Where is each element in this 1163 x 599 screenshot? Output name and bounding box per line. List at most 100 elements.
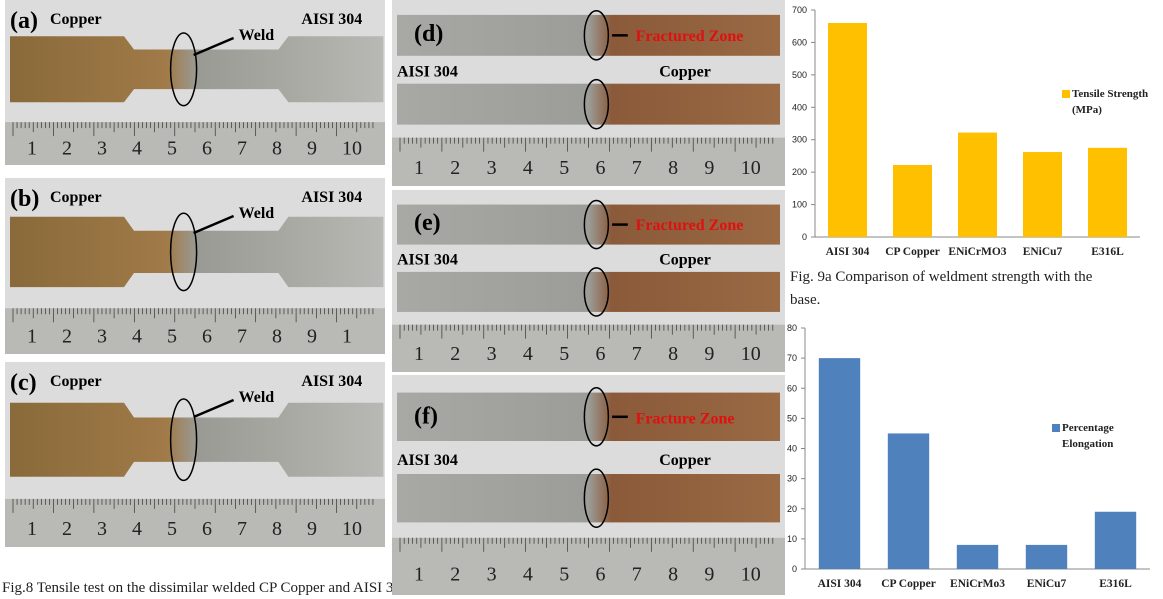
x-tick-label: E316L: [1099, 578, 1132, 590]
x-tick-label: CP Copper: [885, 246, 940, 258]
legend-box: Percentage Elongation: [1062, 420, 1162, 480]
label-marker: Weld: [239, 389, 275, 406]
ruler-number: 2: [450, 343, 460, 365]
legend-box: Tensile Strength (MPa): [1072, 86, 1152, 146]
y-tick-label: 50: [787, 413, 797, 423]
y-tick-label: 100: [792, 200, 807, 210]
ruler-number: 7: [632, 564, 642, 586]
label-left: AISI 304: [397, 252, 458, 269]
x-tick-label: ENiCrMo3: [950, 578, 1005, 590]
label-marker: Weld: [239, 27, 275, 44]
label-marker: Weld: [239, 205, 275, 222]
ruler-number: 4: [132, 518, 142, 540]
label-right: AISI 304: [301, 373, 362, 390]
ruler-number: 4: [523, 157, 533, 179]
bar: [828, 23, 867, 237]
figure-page: Fig.8 Tensile test on the dissimilar wel…: [0, 0, 1163, 599]
ruler-number: 8: [668, 564, 678, 586]
label-panel: (f): [414, 403, 438, 429]
ruler-number: 4: [523, 343, 533, 365]
legend-label: Tensile Strength (MPa): [1072, 86, 1152, 118]
y-tick-label: 600: [792, 37, 807, 47]
bar: [893, 165, 932, 237]
ruler-number: 7: [632, 343, 642, 365]
label-left: AISI 304: [397, 452, 458, 469]
y-tick-label: 40: [787, 444, 797, 454]
ruler-number: 6: [202, 326, 212, 348]
ruler-number: 1: [27, 518, 37, 540]
label-marker: Fractured Zone: [636, 28, 744, 45]
y-tick-label: 0: [802, 232, 807, 242]
label-marker: Fractured Zone: [636, 217, 744, 234]
y-tick-label: 500: [792, 70, 807, 80]
y-tick-label: 300: [792, 135, 807, 145]
ruler-number: 9: [307, 326, 317, 348]
bar: [958, 133, 997, 237]
bar: [957, 545, 998, 569]
x-tick-label: ENiCu7: [1023, 246, 1063, 258]
label-marker: Fracture Zone: [636, 410, 735, 427]
bar: [1088, 148, 1127, 237]
label-panel: (e): [414, 210, 441, 236]
ruler-number: 2: [62, 518, 72, 540]
label-left: Copper: [50, 11, 102, 28]
specimen: [397, 272, 780, 312]
bar: [1095, 512, 1136, 569]
label-panel: (c): [10, 370, 37, 396]
specimen: [397, 84, 780, 125]
label-right: Copper: [659, 252, 711, 269]
y-tick-label: 700: [792, 5, 807, 15]
ruler-number: 3: [487, 564, 497, 586]
ruler-number: 1: [27, 326, 37, 348]
ruler-number: 10: [741, 343, 761, 365]
ruler-number: 5: [559, 564, 569, 586]
ruler-number: 6: [596, 564, 606, 586]
ruler-number: 6: [596, 157, 606, 179]
ruler-number: 2: [62, 137, 72, 159]
label-right: AISI 304: [301, 189, 362, 206]
ruler-number: 8: [668, 343, 678, 365]
ruler-number: 10: [741, 564, 761, 586]
ruler-number: 1: [414, 157, 424, 179]
ruler-number: 1: [414, 343, 424, 365]
bar: [1023, 152, 1062, 237]
ruler-number: 7: [237, 326, 247, 348]
label-left: Copper: [50, 189, 102, 206]
ruler-number: 1: [27, 137, 37, 159]
ruler-number: 3: [487, 157, 497, 179]
y-tick-label: 80: [787, 323, 797, 333]
y-tick-label: 60: [787, 383, 797, 393]
ruler-number: 6: [202, 518, 212, 540]
ruler-number: 7: [632, 157, 642, 179]
x-tick-label: ENiCu7: [1027, 578, 1067, 590]
ruler-number: 3: [487, 343, 497, 365]
ruler-number: 5: [167, 326, 177, 348]
y-tick-label: 20: [787, 504, 797, 514]
ruler-number: 5: [167, 137, 177, 159]
ruler-number: 2: [62, 326, 72, 348]
ruler-number: 8: [272, 518, 282, 540]
ruler-number: 6: [202, 137, 212, 159]
label-left: Copper: [50, 373, 102, 390]
ruler-number: 9: [307, 518, 317, 540]
ruler-number: 4: [523, 564, 533, 586]
ruler-number: 9: [704, 157, 714, 179]
ruler-number: 10: [342, 518, 362, 540]
y-tick-label: 400: [792, 102, 807, 112]
ruler-number: 5: [167, 518, 177, 540]
x-tick-label: E316L: [1091, 246, 1124, 258]
label-panel: (b): [10, 186, 39, 212]
y-tick-label: 30: [787, 474, 797, 484]
ruler-number: 9: [307, 137, 317, 159]
y-tick-label: 0: [792, 564, 797, 574]
ruler-number: 6: [596, 343, 606, 365]
ruler-number: 10: [741, 157, 761, 179]
ruler-number: 4: [132, 326, 142, 348]
caption-fig9a: Fig. 9a Comparison of weldment strength …: [790, 266, 1110, 312]
ruler-number: 7: [237, 137, 247, 159]
bar: [819, 358, 860, 569]
ruler-number: 8: [668, 157, 678, 179]
legend-swatch: [1052, 424, 1060, 432]
ruler-number: 3: [97, 137, 107, 159]
ruler-number: 10: [342, 137, 362, 159]
